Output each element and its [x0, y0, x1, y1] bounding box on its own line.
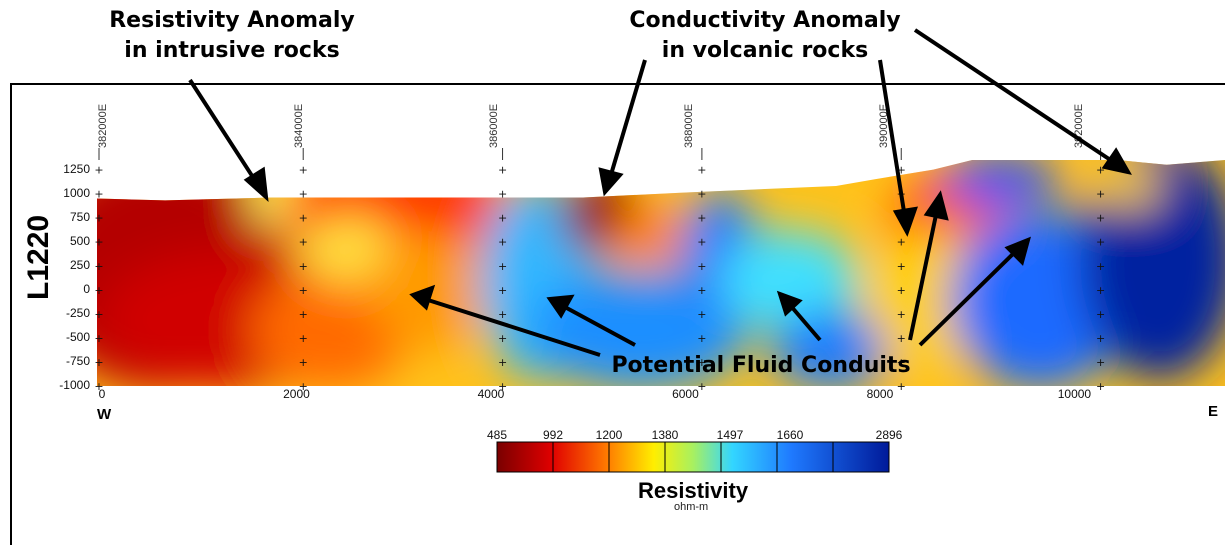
x-tick-label: 0 [98, 387, 106, 401]
fluid-conduits-annotation: Potential Fluid Conduits [611, 353, 911, 378]
grid-cross: + [897, 332, 906, 345]
y-tick-label: 1250 [63, 161, 90, 176]
grid-cross: + [299, 284, 308, 297]
x-tick-label: 4000 [477, 387, 505, 401]
grid-cross: + [897, 284, 906, 297]
grid-cross: + [94, 260, 103, 273]
east-label: E [1208, 403, 1219, 420]
grid-cross: + [94, 332, 103, 345]
y-tick-label: -250 [65, 305, 90, 320]
resistivity-section-plot: + + + + + + + + + + + + + + + + + + + + + + + + + + + + + + + + + + + + + + + +… [94, 28, 1225, 473]
y-tick-label: 750 [69, 209, 90, 224]
x-tick-label: 2000 [283, 387, 310, 401]
y-tick-label: 0 [83, 281, 90, 296]
grid-cross: + [299, 188, 308, 201]
grid-cross: + [94, 212, 103, 225]
grid-cross: + [697, 260, 706, 273]
colorbar-title: Resistivity [638, 478, 749, 503]
y-tick-label: -750 [65, 353, 90, 368]
west-label: W [97, 406, 112, 423]
grid-cross: + [1096, 380, 1105, 393]
resistivity-anomaly-annotation: Resistivity Anomaly in intrusive rocks [109, 8, 355, 63]
grid-cross: + [498, 308, 507, 321]
y-tick-label: 250 [69, 257, 90, 272]
grid-cross: + [897, 308, 906, 321]
grid-cross: + [94, 356, 103, 369]
grid-cross: + [897, 260, 906, 273]
grid-cross: + [498, 188, 507, 201]
grid-cross: + [299, 356, 308, 369]
grid-cross: + [299, 212, 308, 225]
grid-cross: + [94, 308, 103, 321]
colorbar-tick-label: 2896 [875, 428, 903, 442]
colorbar-tick-label: 1660 [776, 428, 804, 442]
grid-cross: + [1096, 164, 1105, 177]
grid-cross: + [299, 260, 308, 273]
grid-cross: + [897, 236, 906, 249]
grid-cross: + [697, 188, 706, 201]
grid-cross: + [299, 332, 308, 345]
grid-cross: + [94, 380, 103, 393]
grid-cross: + [697, 284, 706, 297]
grid-cross: + [94, 188, 103, 201]
x-tick-label: 6000 [672, 387, 699, 401]
colorbar-tick-label: 1497 [716, 428, 744, 442]
grid-cross: + [697, 236, 706, 249]
grid-cross: + [498, 332, 507, 345]
grid-cross: + [94, 164, 103, 177]
colorbar-tick-label: 485 [486, 428, 508, 442]
grid-cross: + [697, 380, 706, 393]
x-tick-label: 8000 [866, 387, 894, 401]
grid-cross: + [299, 164, 308, 177]
colorbar [496, 441, 890, 473]
x-tick-label: 10000 [1057, 387, 1092, 401]
grid-cross: + [498, 284, 507, 297]
grid-cross: + [94, 284, 103, 297]
colorbar-tick-label: 1200 [595, 428, 623, 442]
grid-cross: + [1096, 212, 1105, 225]
y-tick-label: 1000 [63, 185, 90, 200]
annotation-arrows [188, 28, 1132, 357]
grid-cross: + [498, 212, 507, 225]
grid-cross: + [1096, 260, 1105, 273]
grid-crosses: + + + + + + + + + + + + + + + + + + + + + + + + + + + + + + + + + + + + + + + +… [94, 148, 1105, 393]
grid-cross: + [697, 212, 706, 225]
grid-cross: + [697, 356, 706, 369]
grid-cross: + [1096, 332, 1105, 345]
colorbar-tick-label: 992 [542, 428, 564, 442]
grid-cross: + [498, 164, 507, 177]
grid-cross: + [498, 260, 507, 273]
grid-cross: + [498, 236, 507, 249]
grid-cross: + [1096, 308, 1105, 321]
grid-cross: + [1096, 188, 1105, 201]
conductivity-anomaly-annotation: Conductivity Anomaly in volcanic rocks [629, 8, 901, 63]
grid-cross: + [697, 332, 706, 345]
grid-cross: + [299, 236, 308, 249]
grid-cross: + [1096, 284, 1105, 297]
y-tick-label: -500 [65, 329, 90, 344]
grid-cross: + [299, 380, 308, 393]
grid-cross: + [697, 164, 706, 177]
grid-cross: + [299, 308, 308, 321]
section-frame [10, 83, 1225, 545]
grid-cross: + [897, 164, 906, 177]
grid-cross: + [897, 356, 906, 369]
grid-cross: + [1096, 236, 1105, 249]
y-tick-label: -1000 [59, 378, 90, 392]
y-tick-label: 500 [69, 233, 90, 248]
colorbar-dividers [552, 442, 834, 472]
grid-cross: + [697, 308, 706, 321]
grid-cross: + [897, 380, 906, 393]
grid-cross: + [498, 380, 507, 393]
grid-cross: + [1096, 356, 1105, 369]
colorbar-unit: ohm-m [674, 501, 709, 513]
grid-cross: + [94, 236, 103, 249]
colorbar-tick-label: 1380 [651, 428, 679, 442]
grid-cross: + [498, 356, 507, 369]
